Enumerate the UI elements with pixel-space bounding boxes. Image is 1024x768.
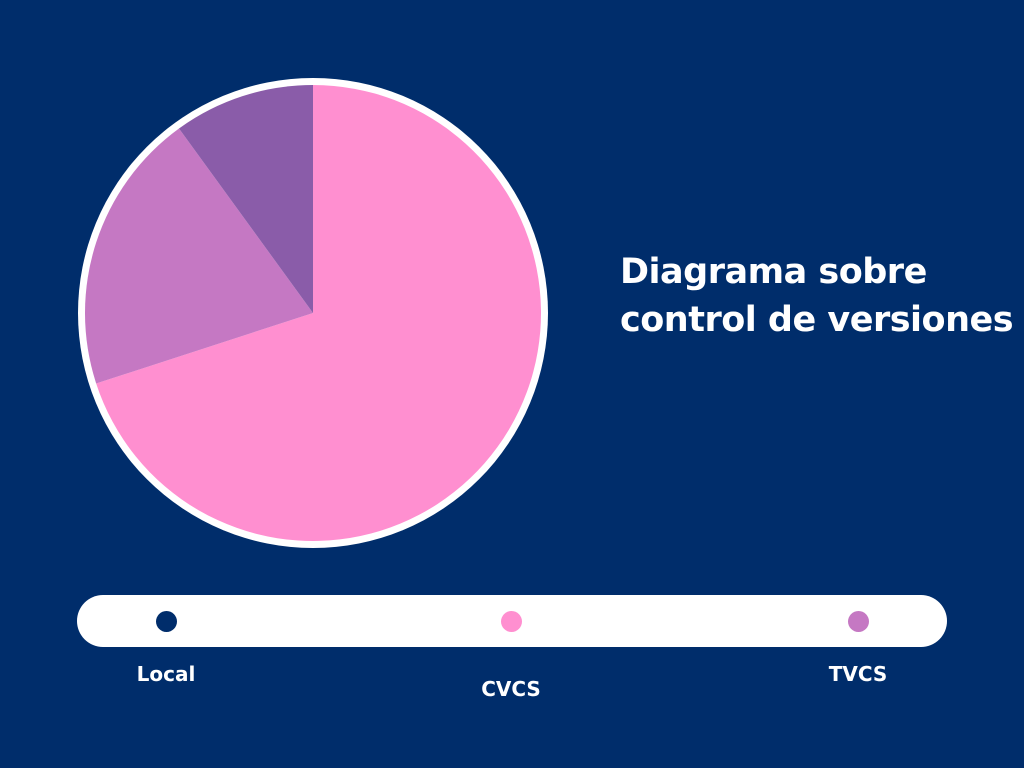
legend-label-local: Local <box>136 662 196 686</box>
chart-title-line-2: control de versiones <box>620 300 1014 340</box>
pie-slice-local <box>178 85 313 313</box>
legend-bar <box>77 595 947 647</box>
chart-title-line-1: Diagrama sobre <box>620 252 927 292</box>
legend-dot-cvcs <box>500 610 522 632</box>
legend-label-cvcs: CVCS <box>481 677 541 701</box>
pie-slice-cvcs <box>96 85 541 541</box>
legend-dot-tvcs <box>847 610 869 632</box>
chart-title: Diagrama sobre control de versiones <box>620 248 1020 344</box>
pie-slice-tvcs <box>84 128 313 384</box>
legend-dot-local <box>155 610 177 632</box>
legend-label-tvcs: TVCS <box>828 662 888 686</box>
